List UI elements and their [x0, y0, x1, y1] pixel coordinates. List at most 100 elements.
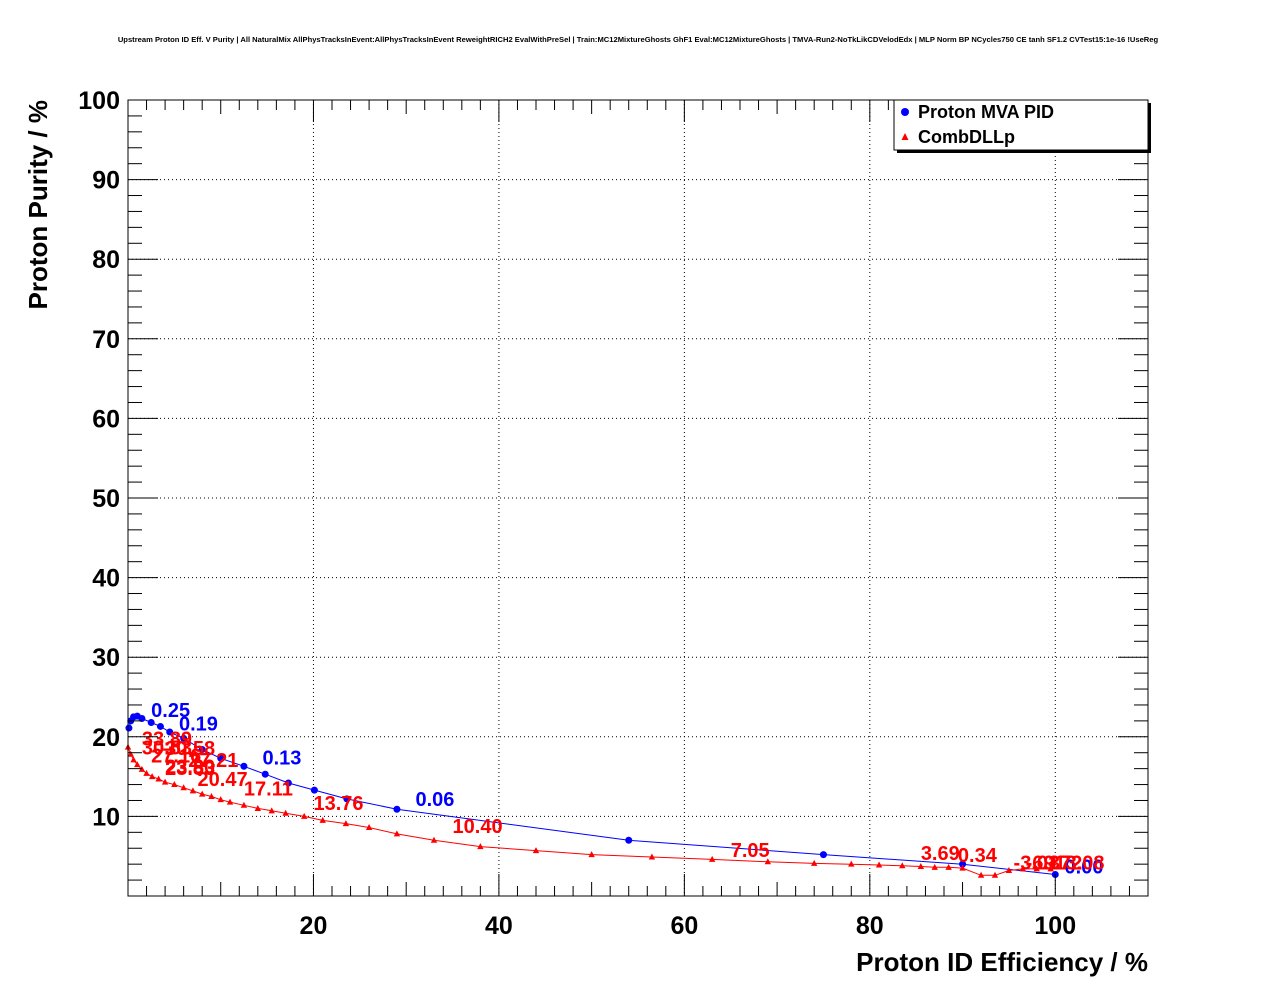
- data-point: [899, 862, 906, 869]
- data-point: [764, 858, 772, 865]
- data-point: [625, 836, 633, 844]
- data-label: 13.76: [313, 793, 363, 815]
- data-point: [143, 769, 150, 776]
- data-point: [477, 843, 484, 850]
- legend-marker-icon: [901, 108, 909, 116]
- data-point: [708, 855, 716, 862]
- data-point: [138, 714, 146, 722]
- data-label: 23.80: [165, 756, 215, 778]
- data-point: [991, 871, 999, 878]
- data-point: [240, 801, 248, 808]
- data-label: -6.37: [1026, 853, 1072, 875]
- data-label: 27.16: [151, 745, 201, 767]
- data-point: [284, 779, 292, 787]
- legend: Proton MVA PID CombDLLp: [893, 99, 1151, 153]
- x-tick-label: 40: [485, 912, 513, 940]
- legend-box: [893, 99, 1149, 151]
- data-label: 0.34: [958, 845, 998, 867]
- data-point: [648, 853, 656, 860]
- x-tick-label: 60: [670, 912, 698, 940]
- data-point: [430, 836, 438, 843]
- data-point: [917, 863, 925, 870]
- data-point: [217, 754, 225, 762]
- x-tick-label: 20: [300, 912, 328, 940]
- data-point: [208, 793, 215, 799]
- data-label: 33.89: [142, 729, 192, 751]
- data-point: [959, 860, 967, 868]
- data-point: [931, 863, 938, 870]
- data-label: 23.83: [165, 758, 215, 780]
- data-point: [125, 724, 133, 732]
- data-label: 7.05: [731, 840, 770, 862]
- data-point: [959, 864, 966, 871]
- y-tick-label: 90: [92, 167, 120, 195]
- series-proton-mva-pid: 0.250.19 0.13 0.06 0.00: [125, 700, 1103, 879]
- data-label: 20.47: [198, 769, 248, 791]
- data-point: [319, 816, 326, 823]
- data-point: [166, 728, 174, 736]
- data-point: [198, 746, 206, 754]
- data-point: [268, 807, 275, 814]
- data-point: [875, 861, 883, 868]
- data-point: [148, 773, 156, 780]
- data-label: 30.53: [142, 737, 192, 759]
- legend-marker-icon: [901, 133, 909, 140]
- x-tick-label: 100: [1034, 912, 1076, 940]
- legend-label: Proton MVA PID: [918, 102, 1054, 122]
- y-axis-label: Proton Purity / %: [23, 100, 53, 309]
- plot-series: 0.250.190.130.060.0033.8930.5330.5827.16…: [124, 700, 1105, 879]
- chart-title: Upstream Proton ID Eff. V Purity | All N…: [118, 35, 1159, 44]
- data-point: [180, 784, 187, 791]
- grid-lines: [128, 100, 1148, 896]
- legend-label: CombDLLp: [918, 127, 1015, 147]
- data-label: 0.00: [1065, 857, 1104, 879]
- data-point: [977, 871, 985, 878]
- y-tick-label: 30: [92, 644, 120, 672]
- data-point: [343, 795, 351, 803]
- data-point: [588, 851, 595, 858]
- y-tick-label: 20: [92, 724, 120, 752]
- y-tick-label: 60: [92, 405, 120, 433]
- data-point: [393, 830, 401, 837]
- data-point: [156, 722, 164, 730]
- data-label: 0.19: [179, 713, 218, 735]
- data-point: [1005, 867, 1013, 874]
- data-label: -9.72: [1037, 853, 1083, 875]
- data-point: [261, 770, 269, 778]
- data-label: 30.58: [165, 738, 215, 760]
- data-point: [130, 756, 137, 763]
- data-point: [532, 847, 540, 854]
- data-point: [393, 805, 401, 813]
- data-point: [819, 851, 827, 859]
- data-label: 0.25: [151, 700, 190, 722]
- data-label: 10.40: [453, 816, 503, 838]
- y-tick-label: 10: [92, 803, 120, 831]
- data-point: [240, 762, 248, 770]
- data-point: [180, 734, 188, 742]
- y-tick-label: 100: [78, 87, 120, 115]
- x-axis-label: Proton ID Efficiency / %: [856, 947, 1148, 977]
- data-point: [198, 790, 206, 797]
- data-label: 3.69: [921, 843, 960, 865]
- data-point: [127, 750, 134, 757]
- y-tick-label: 40: [92, 565, 120, 593]
- data-point: [147, 718, 155, 726]
- y-tick-label: 50: [92, 485, 120, 513]
- data-point: [1047, 865, 1054, 872]
- data-point: [134, 761, 141, 768]
- data-point: [161, 778, 169, 785]
- data-point: [189, 787, 197, 794]
- data-label: 17.11: [244, 779, 293, 801]
- data-point: [1019, 865, 1027, 872]
- y-tick-label: 80: [92, 246, 120, 274]
- series-line: [127, 746, 1051, 876]
- data-point: [254, 804, 262, 811]
- data-point: [848, 860, 855, 867]
- data-label: -3.01: [1014, 853, 1060, 875]
- y-tick-label: 70: [92, 326, 120, 354]
- data-point: [155, 775, 162, 782]
- axes: 20 40 60 80 100 10 20 30 40 50 60 70 80 90 100: [78, 87, 1149, 940]
- data-label: -13.08: [1048, 853, 1105, 875]
